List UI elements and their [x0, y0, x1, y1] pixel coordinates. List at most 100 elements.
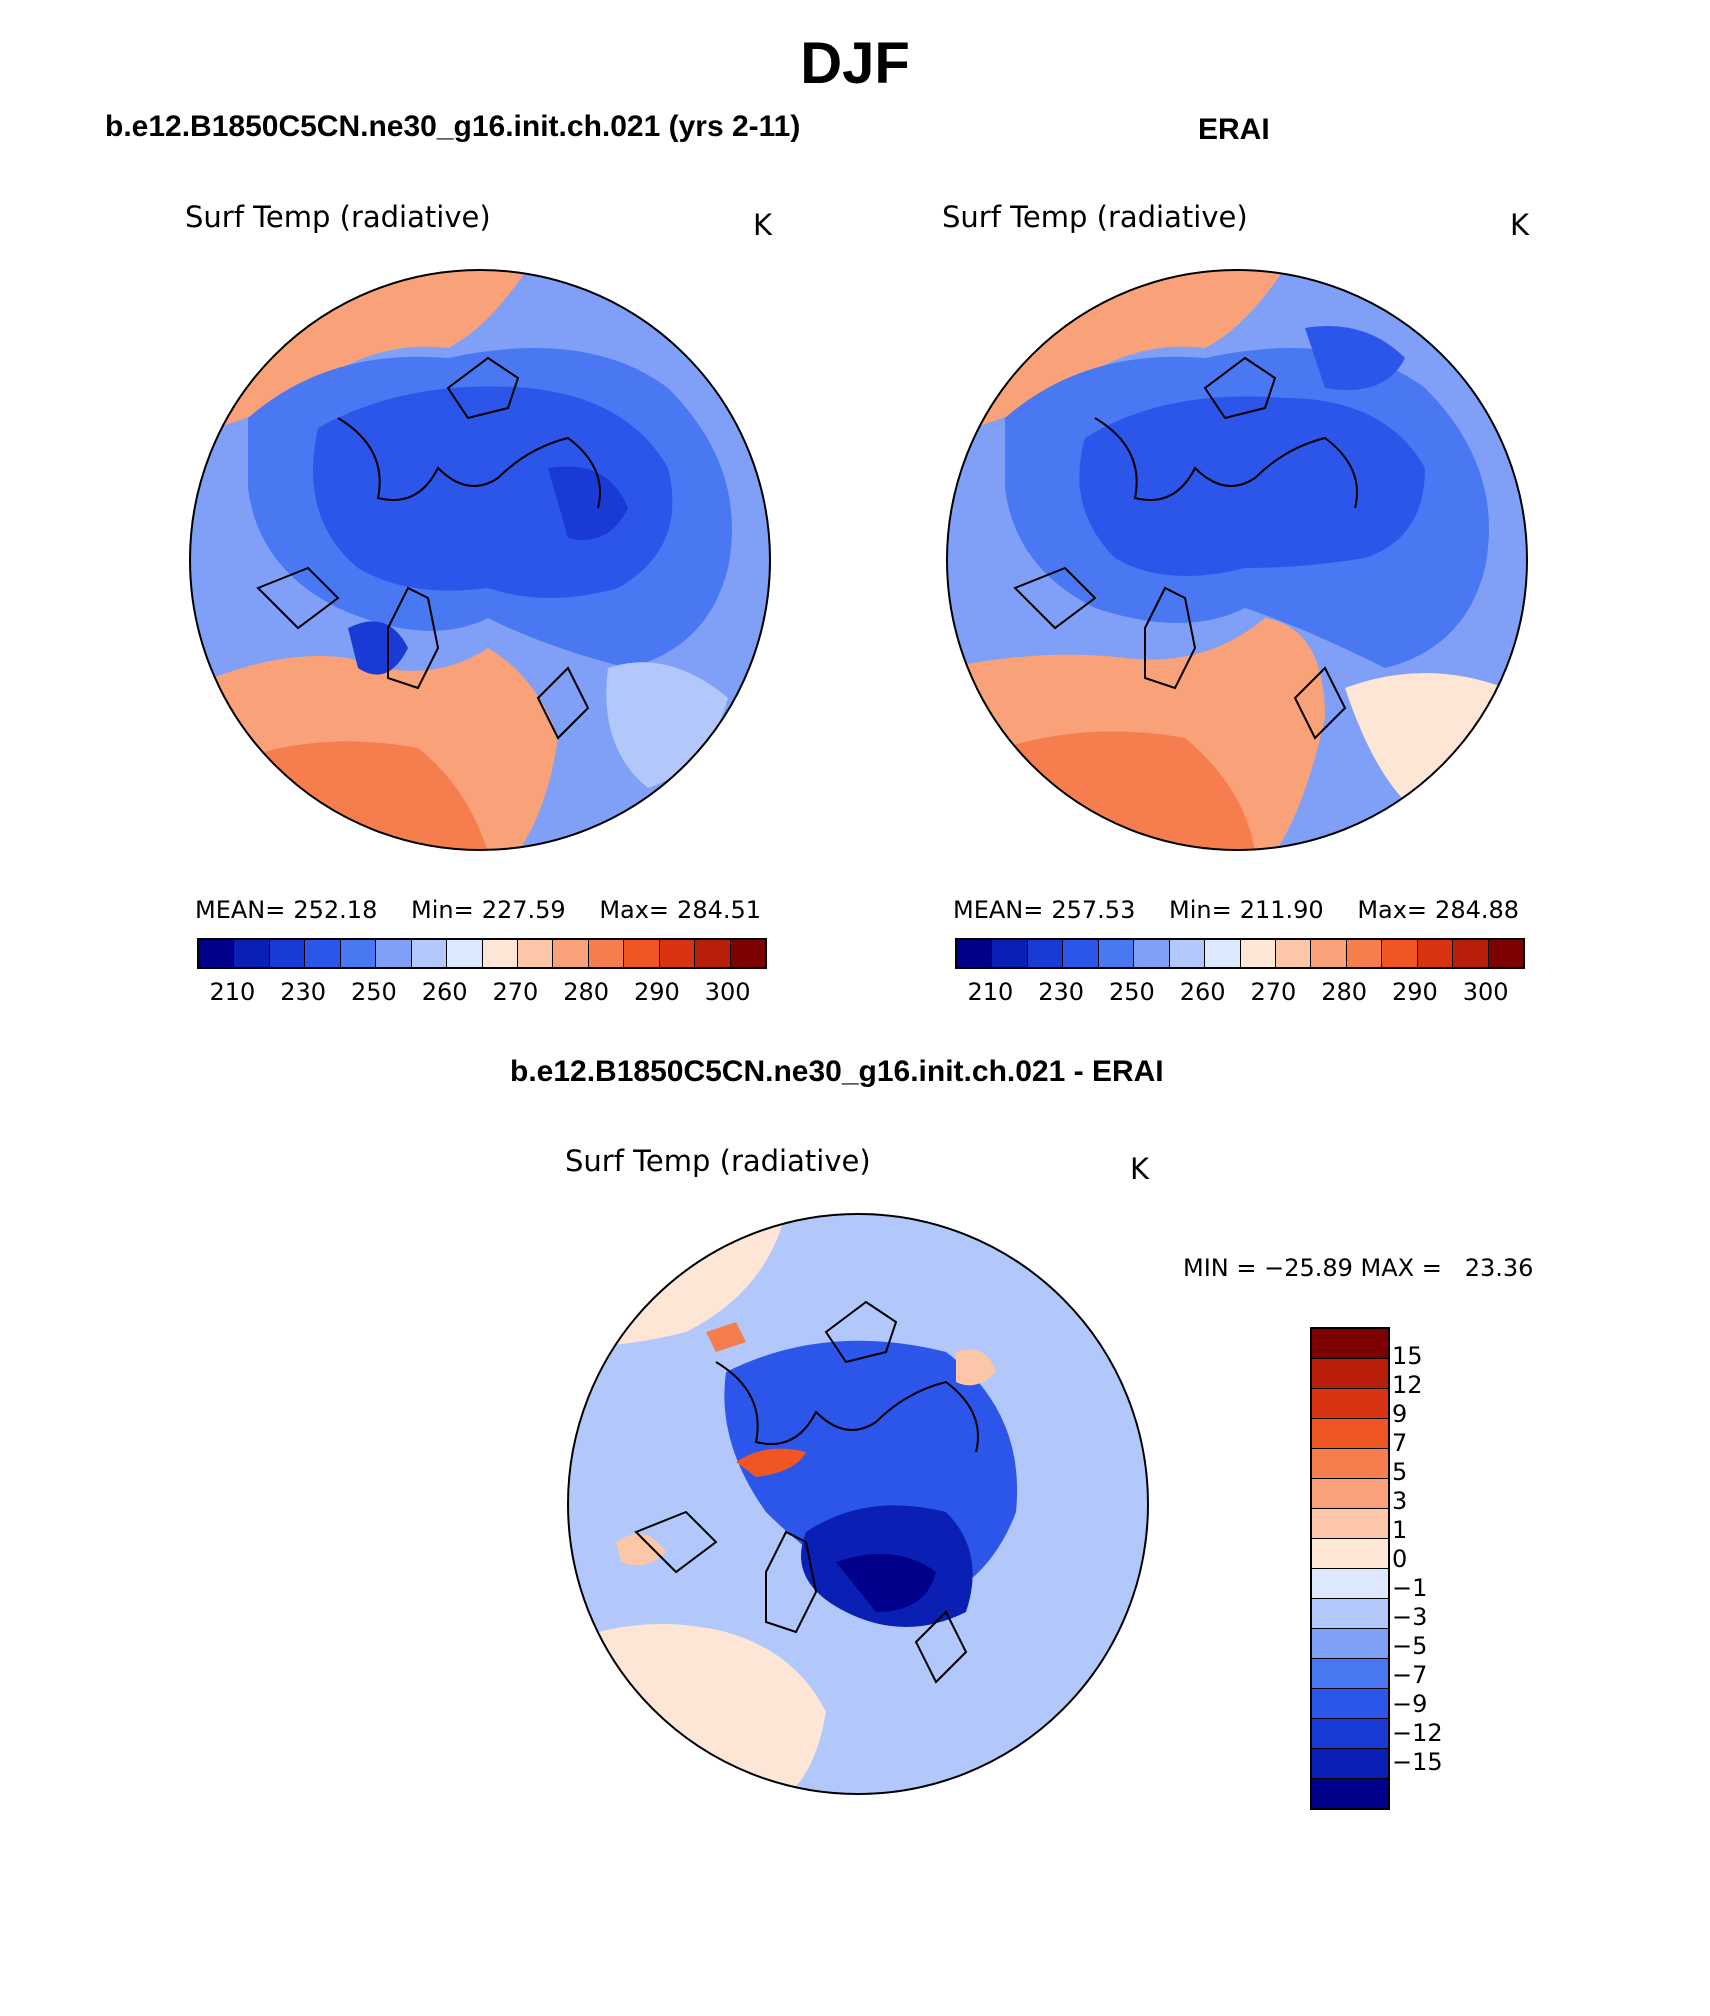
model-stats: MEAN= 252.18 Min= 227.59 Max= 284.51: [195, 896, 787, 924]
colorbar-swatch: [1275, 940, 1312, 967]
colorbar-swatch: [624, 940, 660, 967]
obs-variable-label: Surf Temp (radiative): [942, 200, 1248, 234]
colorbar-swatch: [1312, 1749, 1388, 1779]
model-units-label: K: [753, 208, 773, 242]
diff-colorbar: [1310, 1327, 1390, 1810]
model-mean-label: MEAN=: [195, 896, 286, 924]
colorbar-swatch: [269, 940, 306, 967]
diff-units-label: K: [1130, 1152, 1150, 1186]
model-max-value: 284.51: [677, 896, 762, 924]
colorbar-swatch: [553, 940, 589, 967]
model-polar-map: [189, 269, 771, 851]
colorbar-swatch: [1312, 1659, 1388, 1689]
obs-colorbar: [955, 938, 1525, 969]
colorbar-swatch: [1205, 940, 1241, 967]
warm-anomaly-region: [736, 1448, 806, 1477]
colorbar-tick-label: −12: [1392, 1719, 1443, 1747]
model-colorbar: [197, 938, 767, 969]
colorbar-tick-label: 300: [704, 978, 751, 1006]
colorbar-tick-label: −3: [1392, 1603, 1428, 1631]
colorbar-tick-label: 250: [1108, 978, 1155, 1006]
colorbar-tick-label: 230: [280, 978, 327, 1006]
colorbar-swatch: [1312, 1689, 1388, 1719]
colorbar-swatch: [1346, 940, 1383, 967]
colorbar-swatch: [1312, 1599, 1388, 1629]
arctic-cold-region: [313, 386, 673, 598]
colorbar-swatch: [1312, 1779, 1388, 1808]
obs-max-label: Max=: [1357, 896, 1428, 924]
model-colorbar-ticks: 210 230 250 260 270 280 290 300: [197, 978, 763, 1008]
colorbar-swatch: [1312, 1329, 1388, 1359]
colorbar-tick-label: −9: [1392, 1690, 1428, 1718]
colorbar-swatch: [1063, 940, 1099, 967]
colorbar-swatch: [1312, 1449, 1388, 1479]
obs-colorbar-ticks: 210 230 250 260 270 280 290 300: [955, 978, 1521, 1008]
colorbar-tick-label: 250: [350, 978, 397, 1006]
colorbar-tick-label: 5: [1392, 1458, 1408, 1486]
diff-minmax: MIN = −25.89 MAX = 23.36: [1183, 1254, 1534, 1282]
colorbar-swatch: [1134, 940, 1170, 967]
colorbar-tick-label: 9: [1392, 1400, 1408, 1428]
colorbar-swatch: [1240, 940, 1276, 967]
obs-min-value: 211.90: [1239, 896, 1324, 924]
colorbar-swatch: [1311, 940, 1347, 967]
colorbar-swatch: [1027, 940, 1064, 967]
colorbar-swatch: [957, 940, 993, 967]
colorbar-tick-label: 12: [1392, 1371, 1423, 1399]
colorbar-swatch: [199, 940, 235, 967]
colorbar-swatch: [1169, 940, 1206, 967]
colorbar-swatch: [376, 940, 412, 967]
colorbar-tick-label: 280: [1321, 978, 1368, 1006]
colorbar-tick-label: 290: [633, 978, 680, 1006]
colorbar-swatch: [1312, 1719, 1388, 1749]
model-case-title: b.e12.B1850C5CN.ne30_g16.init.ch.021 (yr…: [105, 110, 801, 143]
obs-case-title: ERAI: [1198, 113, 1270, 146]
colorbar-swatch: [659, 940, 696, 967]
colorbar-swatch: [340, 940, 377, 967]
colorbar-tick-label: 260: [1179, 978, 1226, 1006]
model-min-label: Min=: [410, 896, 474, 924]
colorbar-swatch: [305, 940, 341, 967]
colorbar-swatch: [588, 940, 625, 967]
colorbar-swatch: [992, 940, 1028, 967]
colorbar-tick-label: 210: [209, 978, 256, 1006]
obs-mean-value: 257.53: [1051, 896, 1136, 924]
obs-mean-label: MEAN=: [953, 896, 1044, 924]
colorbar-swatch: [730, 940, 765, 967]
colorbar-swatch: [1417, 940, 1454, 967]
colorbar-swatch: [447, 940, 483, 967]
colorbar-swatch: [1098, 940, 1135, 967]
colorbar-swatch: [1312, 1629, 1388, 1659]
obs-max-value: 284.88: [1435, 896, 1520, 924]
obs-units-label: K: [1510, 208, 1530, 242]
colorbar-swatch: [1312, 1569, 1388, 1599]
diff-variable-label: Surf Temp (radiative): [565, 1144, 871, 1178]
colorbar-tick-label: 270: [1250, 978, 1297, 1006]
diff-polar-map: [567, 1213, 1149, 1795]
colorbar-swatch: [1453, 940, 1489, 967]
colorbar-swatch: [1312, 1479, 1388, 1509]
colorbar-swatch: [411, 940, 448, 967]
colorbar-tick-label: 270: [492, 978, 539, 1006]
colorbar-swatch: [482, 940, 518, 967]
colorbar-tick-label: 300: [1462, 978, 1509, 1006]
colorbar-tick-label: −5: [1392, 1632, 1428, 1660]
colorbar-swatch: [1312, 1539, 1388, 1569]
colorbar-swatch: [1312, 1389, 1388, 1419]
colorbar-tick-label: 210: [967, 978, 1014, 1006]
obs-stats: MEAN= 257.53 Min= 211.90 Max= 284.88: [953, 896, 1545, 924]
colorbar-tick-label: 230: [1038, 978, 1085, 1006]
model-variable-label: Surf Temp (radiative): [185, 200, 491, 234]
colorbar-tick-label: 0: [1392, 1545, 1408, 1573]
colorbar-tick-label: 290: [1391, 978, 1438, 1006]
colorbar-swatch: [695, 940, 731, 967]
colorbar-tick-label: 15: [1392, 1342, 1423, 1370]
obs-min-label: Min=: [1168, 896, 1232, 924]
model-min-value: 227.59: [481, 896, 566, 924]
colorbar-swatch: [1488, 940, 1523, 967]
coastline: [256, 356, 590, 740]
obs-polar-map: [946, 269, 1528, 851]
colorbar-tick-label: −15: [1392, 1748, 1443, 1776]
figure-title: DJF: [800, 31, 910, 96]
model-max-label: Max=: [599, 896, 670, 924]
